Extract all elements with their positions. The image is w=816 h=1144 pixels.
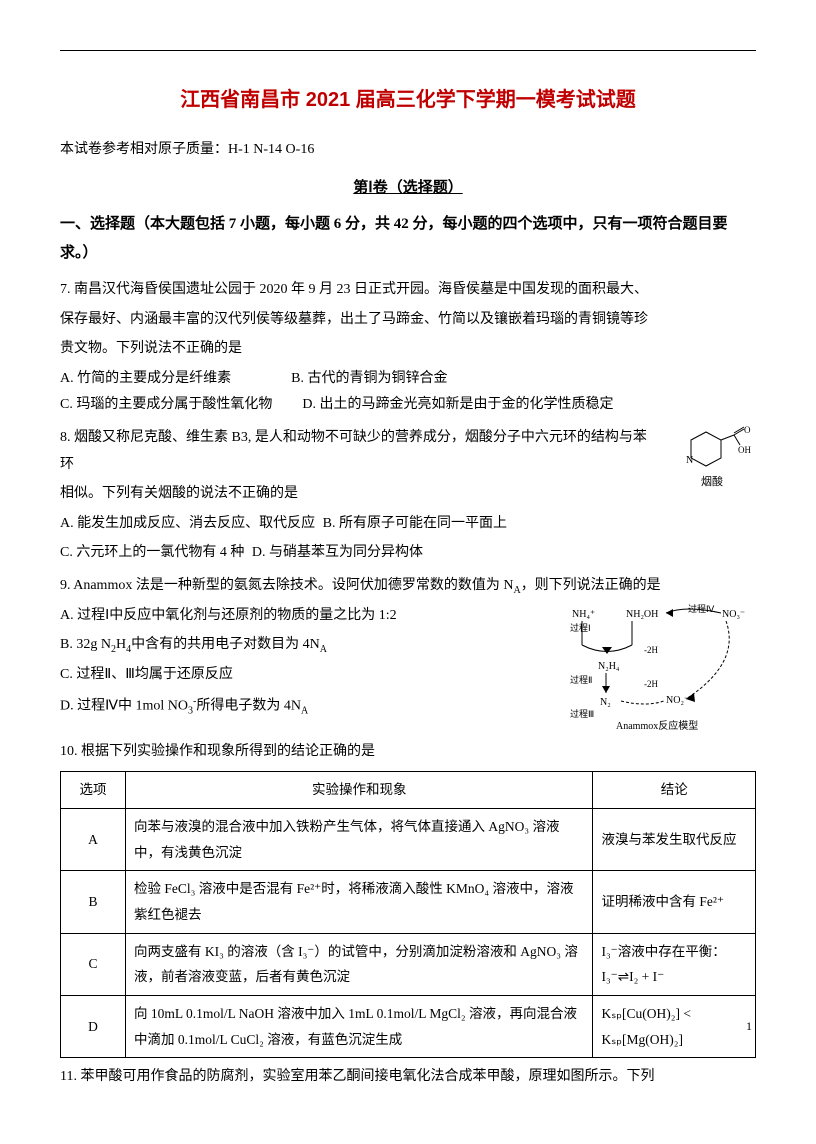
table-header: 实验操作和现象	[126, 772, 593, 809]
page-title: 江西省南昌市 2021 届高三化学下学期一模考试试题	[60, 81, 756, 119]
q7-option-b: B. 古代的青铜为铜锌合金	[291, 366, 447, 393]
q8-option-c: C. 六元环上的一氯代物有 4 种	[60, 545, 244, 560]
question-9: 9. Anammox 法是一种新型的氨氮去除技术。设阿伏加德罗常数的数值为 N A…	[60, 573, 756, 733]
table-header: 结论	[593, 772, 756, 809]
q8-option-b: B. 所有原子可能在同一平面上	[323, 516, 507, 531]
section-heading: 一、选择题（本大题包括 7 小题，每小题 6 分，共 42 分，每小题的四个选项…	[60, 210, 756, 267]
svg-text:过程Ⅰ: 过程Ⅰ	[570, 622, 591, 633]
question-7: 7. 南昌汉代海昏侯国遗址公园于 2020 年 9 月 23 日正式开园。海昏侯…	[60, 277, 756, 419]
svg-text:烟酸: 烟酸	[701, 474, 723, 488]
q10-stem: 10. 根据下列实验操作和现象所得到的结论正确的是	[60, 739, 756, 766]
svg-text:-2H: -2H	[644, 645, 658, 655]
q8-option-d: D. 与硝基苯互为同分异构体	[252, 545, 423, 560]
q7-stem-line: 7. 南昌汉代海昏侯国遗址公园于 2020 年 9 月 23 日正式开园。海昏侯…	[60, 277, 756, 304]
table-row: D 向 10mL 0.1mol/L NaOH 溶液中加入 1mL 0.1mol/…	[61, 995, 756, 1057]
table-header: 选项	[61, 772, 126, 809]
svg-text:NH₄⁺: NH₄⁺	[572, 609, 595, 620]
svg-text:-2H: -2H	[644, 679, 658, 689]
svg-text:N₂H₄: N₂H₄	[598, 661, 620, 672]
table-row: B 检验 FeCl₃ 溶液中是否混有 Fe²⁺时，将稀液滴入酸性 KMnO₄ 溶…	[61, 871, 756, 933]
svg-text:NO₂⁻: NO₂⁻	[666, 695, 689, 706]
svg-text:OH: OH	[738, 445, 751, 455]
q8-option-a: A. 能发生加成反应、消去反应、取代反应	[60, 516, 315, 531]
svg-text:NH₂OH: NH₂OH	[626, 609, 658, 620]
svg-text:过程Ⅱ: 过程Ⅱ	[570, 674, 592, 685]
q9-stem: 9. Anammox 法是一种新型的氨氮去除技术。设阿伏加德罗常数的数值为 N	[60, 578, 513, 593]
q8-stem-line: 相似。下列有关烟酸的说法不正确的是	[60, 481, 756, 508]
q7-stem-line: 保存最好、内涵最丰富的汉代列侯等级墓葬，出土了马蹄金、竹简以及镶嵌着玛瑙的青铜镜…	[60, 307, 756, 334]
q9-stem-tail: ，则下列说法正确的是	[521, 578, 661, 593]
atomic-mass-note: 本试卷参考相对原子质量：H-1 N-14 O-16	[60, 137, 756, 164]
table-row: A 向苯与液溴的混合液中加入铁粉产生气体，将气体直接通入 AgNO₃ 溶液中，有…	[61, 809, 756, 871]
part-label: 第Ⅰ卷（选择题）	[60, 174, 756, 203]
q7-stem-line: 贵文物。下列说法不正确的是	[60, 336, 756, 363]
svg-text:过程Ⅳ: 过程Ⅳ	[688, 603, 715, 614]
svg-text:过程Ⅲ: 过程Ⅲ	[570, 708, 594, 719]
question-8: N O OH 烟酸 8. 烟酸又称尼克酸、维生素 B3, 是人和动物不可缺少的营…	[60, 425, 756, 567]
page-number: 1	[746, 1015, 752, 1038]
question-10: 10. 根据下列实验操作和现象所得到的结论正确的是 选项 实验操作和现象 结论 …	[60, 739, 756, 1058]
question-11-stem: 11. 苯甲酸可用作食品的防腐剂，实验室用苯乙酮间接电氧化法合成苯甲酸，原理如图…	[60, 1064, 756, 1091]
q7-option-a: A. 竹简的主要成分是纤维素	[60, 366, 231, 393]
svg-text:Anammox反应模型: Anammox反应模型	[616, 719, 698, 732]
q7-option-d: D. 出土的马蹄金光亮如新是由于金的化学性质稳定	[302, 392, 613, 419]
anammox-diagram-icon: NH₄⁺ NH₂OH NO₃⁻ 过程Ⅳ 过程Ⅰ N₂H₄ -2H 过程Ⅱ N₂ …	[566, 603, 756, 733]
q7-option-c: C. 玛瑙的主要成分属于酸性氧化物	[60, 392, 272, 419]
table-row: C 向两支盛有 KI₃ 的溶液（含 I₃⁻）的试管中，分别滴加淀粉溶液和 AgN…	[61, 933, 756, 995]
q8-stem-line: 8. 烟酸又称尼克酸、维生素 B3, 是人和动物不可缺少的营养成分，烟酸分子中六…	[60, 425, 756, 478]
svg-text:N₂: N₂	[600, 697, 611, 708]
svg-text:N: N	[686, 455, 693, 466]
svg-text:NO₃⁻: NO₃⁻	[722, 609, 745, 620]
experiment-table: 选项 实验操作和现象 结论 A 向苯与液溴的混合液中加入铁粉产生气体，将气体直接…	[60, 771, 756, 1058]
svg-text:O: O	[744, 425, 751, 435]
nicotinic-acid-structure-icon: N O OH 烟酸	[666, 425, 756, 495]
